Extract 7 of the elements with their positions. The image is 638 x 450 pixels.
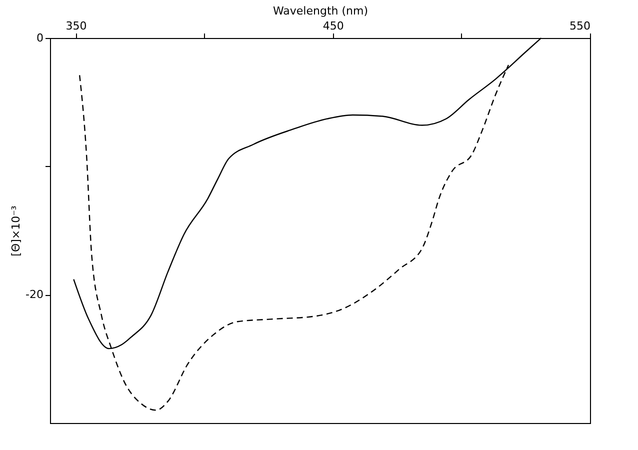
y-tick-label: -20 — [26, 288, 44, 302]
x-axis-title: Wavelength (nm) — [272, 4, 368, 18]
y-axis-title: [Θ]×10⁻³ — [10, 206, 23, 256]
x-tick-label: 550 — [570, 20, 590, 32]
y-tick-label: 0 — [36, 32, 44, 44]
x-tick-label: 350 — [66, 20, 87, 32]
x-tick-label: 450 — [322, 20, 344, 32]
